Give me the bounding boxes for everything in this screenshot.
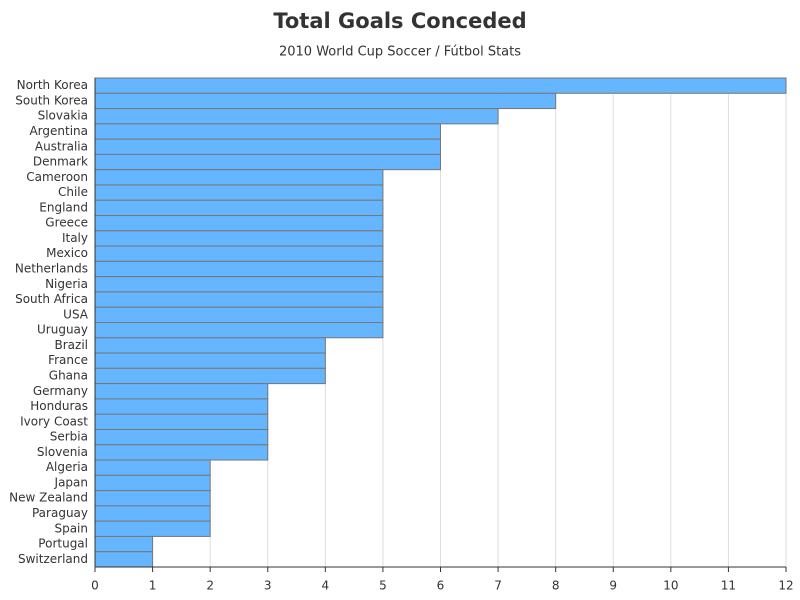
bar [94, 291, 384, 308]
bar [94, 230, 384, 247]
chart-subtitle: 2010 World Cup Soccer / Fútbol Stats [279, 45, 521, 60]
bar [94, 352, 326, 369]
bar [94, 92, 557, 110]
y-tick-label: USA [63, 307, 89, 321]
y-tick-label: Germany [33, 384, 88, 398]
bar [94, 77, 787, 94]
x-tick-label: 10 [663, 579, 678, 593]
y-tick-label: Uruguay [37, 323, 88, 337]
y-tick-label: Australia [35, 139, 88, 153]
y-tick-label: Ivory Coast [20, 414, 88, 428]
bar [94, 260, 384, 278]
y-tick-label: Mexico [46, 246, 88, 260]
y-tick-label: Serbia [50, 430, 88, 444]
x-tick-label: 5 [379, 579, 387, 593]
bar [94, 169, 384, 186]
x-tick-label: 6 [437, 579, 445, 593]
y-tick-label: Ghana [49, 368, 88, 382]
x-tick-label: 2 [206, 579, 214, 593]
bar [94, 153, 441, 171]
y-tick-label: Chile [58, 185, 88, 199]
x-tick-label: 12 [778, 579, 793, 593]
y-tick-label: Portugal [38, 537, 88, 551]
bar [94, 215, 384, 232]
y-tick-label: France [48, 353, 88, 367]
bar [94, 276, 384, 293]
y-tick-label: New Zealand [9, 491, 88, 505]
x-tick-label: 4 [322, 579, 330, 593]
bar [94, 398, 269, 415]
bar [94, 444, 269, 461]
bar [94, 199, 384, 217]
bar [94, 474, 211, 492]
bar [94, 428, 269, 446]
y-tick-label: Argentina [29, 124, 88, 138]
y-tick-label: South Korea [15, 93, 88, 107]
y-tick-label: Japan [54, 475, 88, 489]
x-tick-label: 9 [609, 579, 617, 593]
y-tick-label: Cameroon [26, 170, 88, 184]
x-tick-label: 0 [91, 579, 99, 593]
bar [94, 535, 154, 553]
bar [94, 505, 211, 522]
y-tick-label: Greece [45, 216, 88, 230]
bar [94, 520, 211, 537]
y-tick-label: Denmark [33, 155, 88, 169]
y-tick-label: Algeria [46, 460, 88, 474]
bar [94, 306, 384, 323]
y-tick-label: England [39, 200, 88, 214]
y-tick-label: Netherlands [15, 262, 88, 276]
bar [94, 551, 154, 568]
bar [94, 245, 384, 262]
bar [94, 184, 384, 201]
bar [94, 322, 384, 339]
bar [94, 413, 269, 430]
x-tick-label: 1 [149, 579, 157, 593]
bar [94, 123, 441, 140]
bar [94, 337, 326, 354]
bar [94, 108, 499, 125]
y-tick-label: Honduras [30, 399, 88, 413]
y-tick-label: South Africa [15, 292, 88, 306]
y-tick-label: Spain [54, 521, 88, 535]
bar [94, 459, 211, 476]
x-tick-label: 3 [264, 579, 272, 593]
y-tick-label: Slovenia [37, 445, 88, 459]
y-tick-label: Switzerland [18, 552, 88, 566]
x-tick-label: 7 [494, 579, 502, 593]
bar [94, 138, 441, 155]
x-tick-label: 8 [552, 579, 560, 593]
x-tick-label: 11 [721, 579, 736, 593]
y-tick-label: Nigeria [45, 277, 88, 291]
y-tick-label: North Korea [17, 78, 88, 92]
chart-title: Total Goals Conceded [273, 9, 526, 33]
bar [94, 383, 269, 400]
y-tick-label: Paraguay [32, 506, 88, 520]
y-tick-label: Italy [62, 231, 88, 245]
y-tick-label: Brazil [55, 338, 89, 352]
y-tick-label: Slovakia [38, 109, 88, 123]
bar [94, 367, 326, 385]
bar [94, 490, 211, 507]
